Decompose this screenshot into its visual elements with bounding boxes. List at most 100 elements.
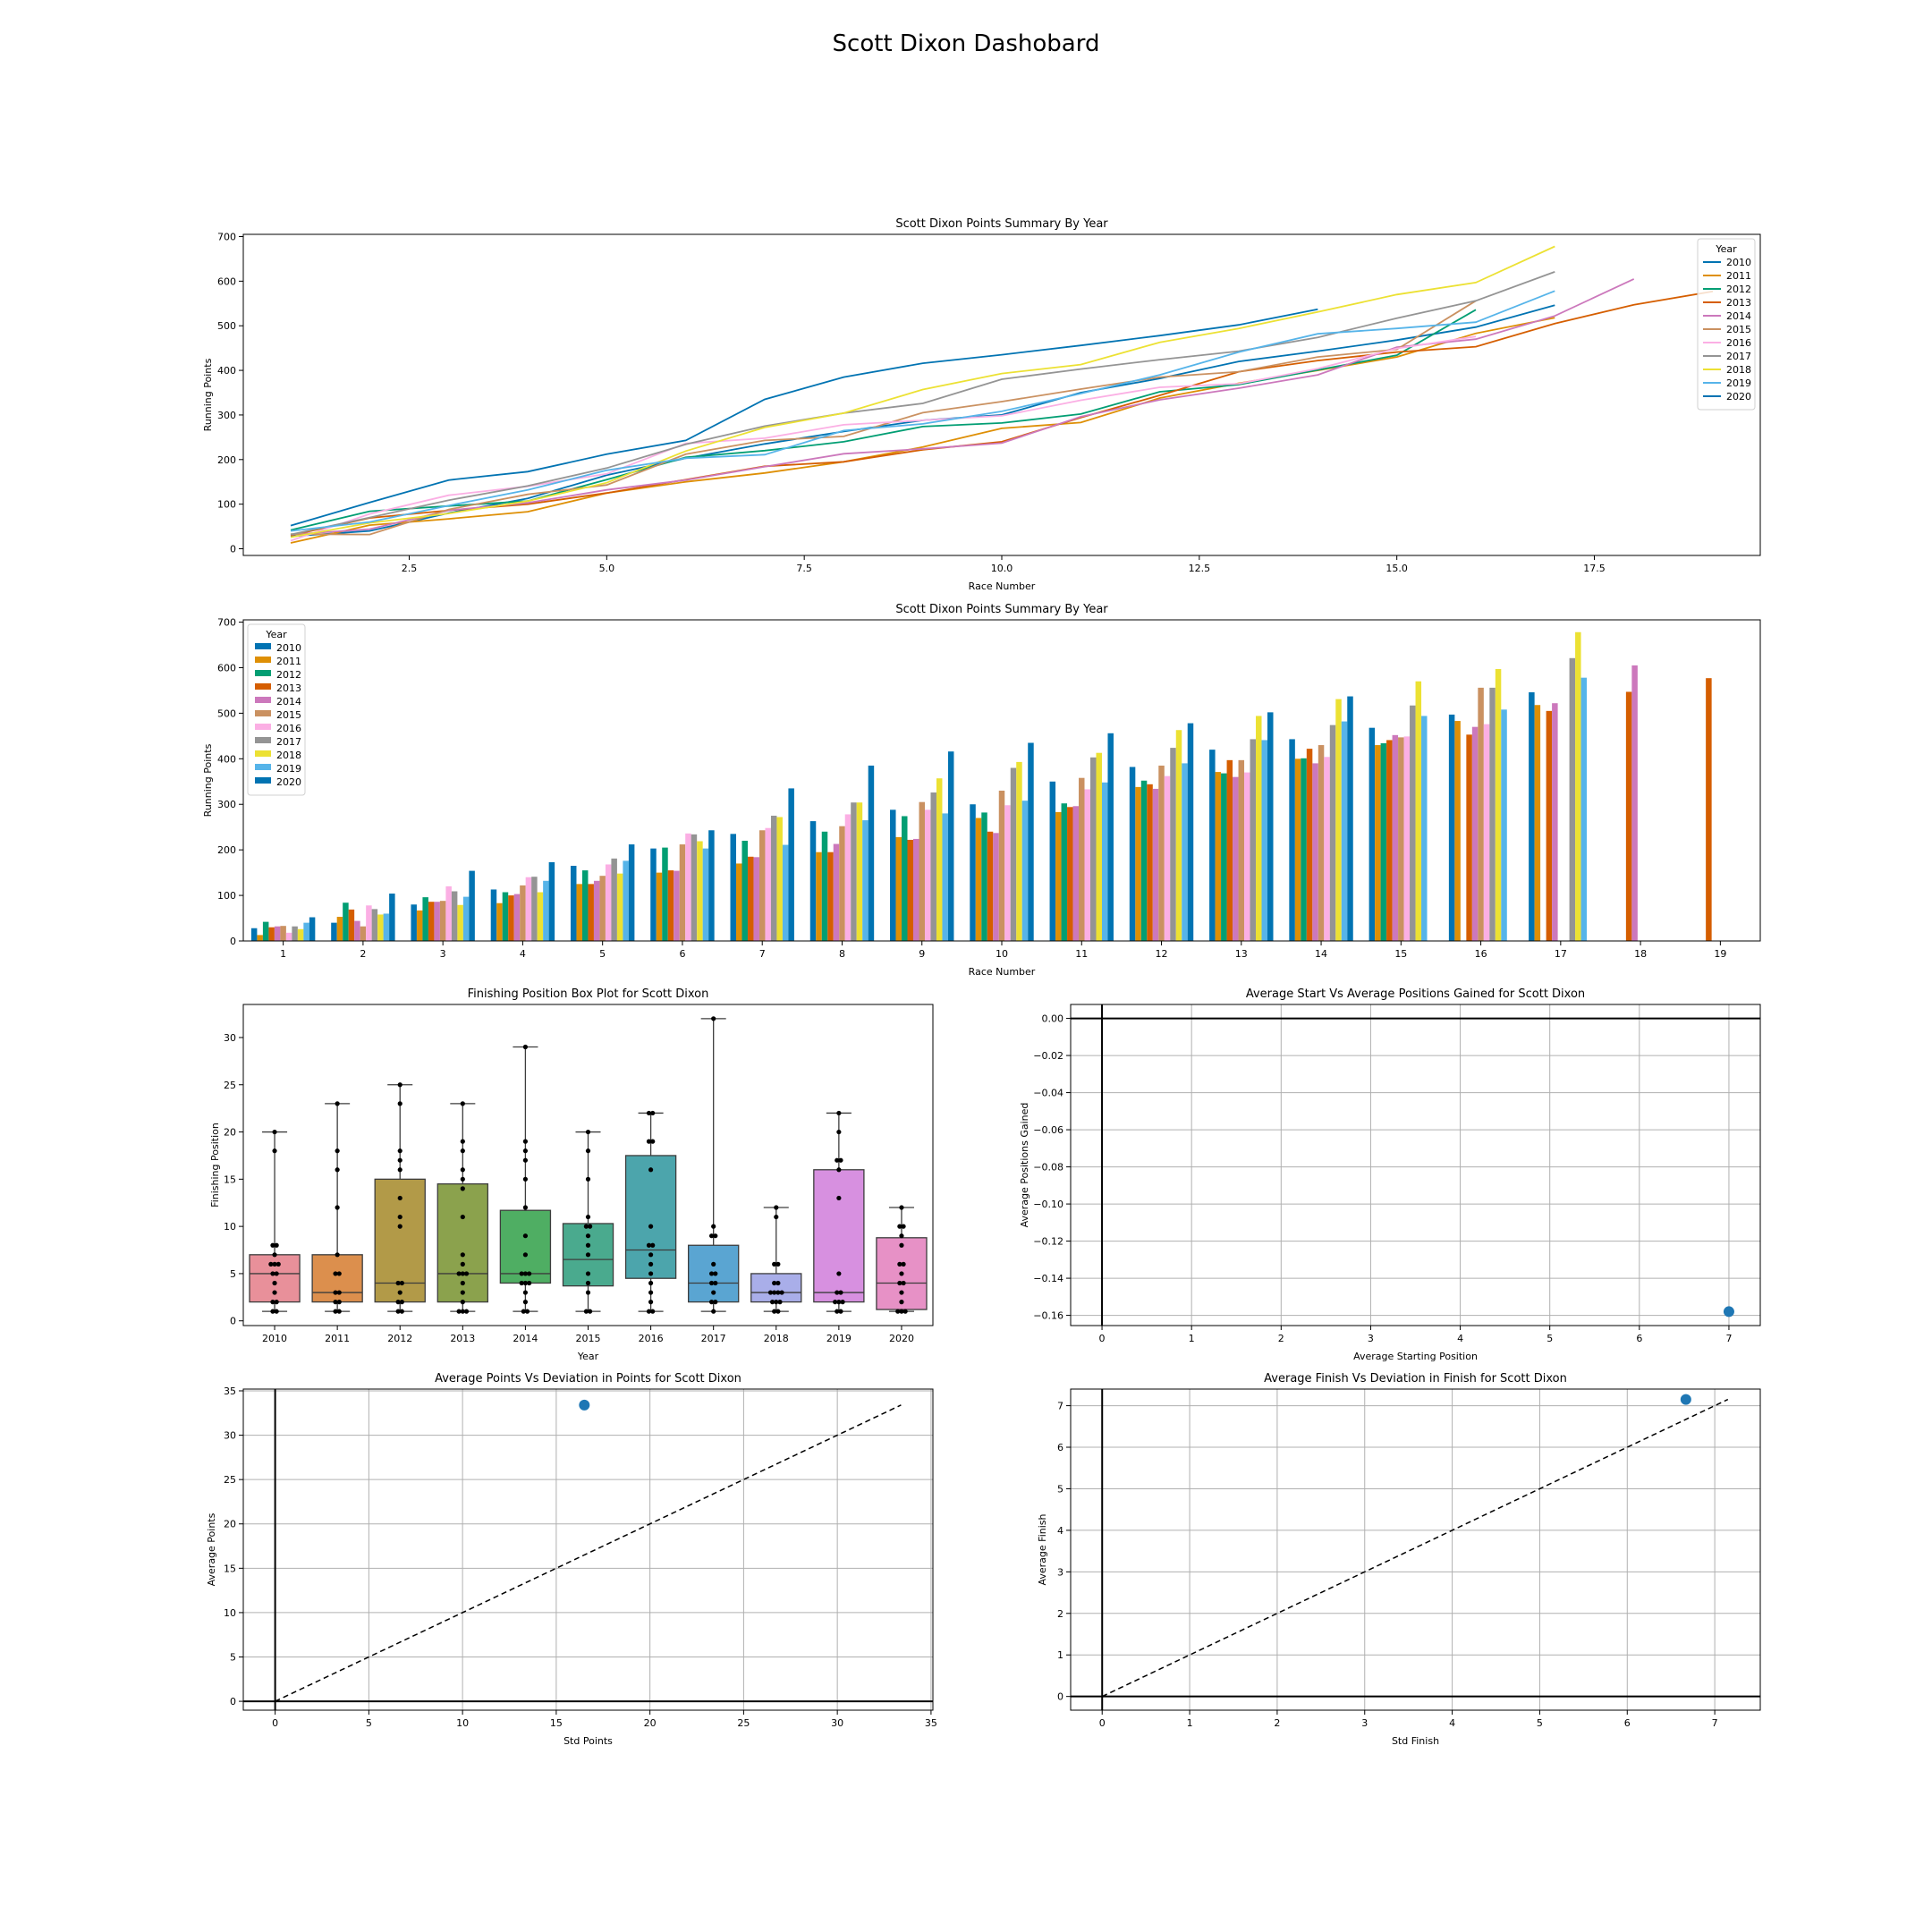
legend-label: 2011 [1726, 270, 1751, 282]
swarm-point [399, 1280, 404, 1286]
x-tick-label: 30 [831, 1717, 843, 1729]
y-tick-label: 600 [217, 275, 236, 287]
bar-2013-1 [268, 927, 275, 941]
y-tick-label: 100 [217, 890, 236, 902]
legend-swatch [255, 657, 271, 663]
swarm-point [272, 1252, 277, 1258]
swarm-point [583, 1224, 589, 1229]
swarm-point [336, 1290, 342, 1295]
swarm-point [648, 1224, 654, 1229]
bar-2010-17 [1529, 691, 1535, 941]
bar-2017-15 [1410, 705, 1416, 941]
x-tick-label: 2010 [262, 1333, 287, 1344]
x-tick-label: 3 [1368, 1333, 1374, 1344]
bar-2018-9 [936, 778, 943, 941]
bar-2017-8 [851, 802, 857, 941]
swarm-point [836, 1195, 842, 1201]
legend-label: 2013 [1726, 297, 1751, 309]
swarm-point [399, 1300, 404, 1305]
x-tick-label: 2019 [826, 1333, 852, 1344]
y-tick-label: 15 [224, 1563, 236, 1574]
swarm-point [333, 1309, 338, 1314]
legend-swatch [255, 750, 271, 757]
x-tick-label: 0 [1099, 1333, 1106, 1344]
dashboard-title: Scott Dixon Dashobard [832, 30, 1100, 57]
series-line-2016 [290, 335, 1477, 542]
y-tick-label: 200 [217, 454, 236, 466]
bar-2011-15 [1375, 745, 1381, 941]
legend-label: 2010 [276, 642, 301, 654]
swarm-point [460, 1300, 465, 1305]
bar-2013-13 [1226, 759, 1233, 941]
bar-2014-6 [674, 870, 680, 941]
swarm-point [397, 1148, 402, 1154]
bar-2018-8 [856, 802, 863, 941]
bar-2015-16 [1478, 687, 1484, 941]
plot-frame [1070, 1004, 1761, 1326]
series-line-2012 [290, 309, 1477, 531]
y-tick-label: 15 [224, 1174, 236, 1185]
bar-2018-15 [1415, 681, 1422, 941]
bar-2018-17 [1575, 631, 1581, 941]
y-tick-label: −0.06 [1033, 1124, 1063, 1136]
swarm-point [335, 1167, 340, 1173]
swarm-point [775, 1309, 781, 1314]
bar-2019-2 [383, 913, 390, 941]
swarm-point [585, 1280, 591, 1286]
bar-2013-7 [747, 856, 754, 941]
swarm-point [901, 1280, 906, 1286]
bar-2019-8 [862, 820, 869, 941]
swarm-point [397, 1167, 402, 1173]
swarm-point [274, 1242, 279, 1248]
legend-label: 2020 [276, 776, 301, 788]
bar-2012-2 [343, 902, 349, 941]
bar-2019-10 [1021, 801, 1029, 941]
x-tick-label: 1 [280, 948, 286, 960]
legend-label: 2012 [1726, 284, 1751, 295]
swarm-point [648, 1280, 654, 1286]
bar-2012-6 [662, 847, 668, 941]
bar-2018-1 [297, 928, 304, 941]
swarm-point [835, 1157, 840, 1163]
bar-2017-4 [531, 877, 538, 941]
swarm-point [399, 1309, 404, 1314]
swarm-point [713, 1300, 718, 1305]
x-tick-label: 5 [366, 1717, 372, 1729]
x-tick-label: 2011 [325, 1333, 350, 1344]
bar-2012-11 [1061, 803, 1068, 941]
bar-2019-12 [1182, 763, 1188, 941]
bar-2015-2 [360, 926, 367, 941]
y-tick-label: 30 [224, 1032, 236, 1044]
y-tick-label: 6 [1057, 1442, 1063, 1453]
swarm-point [838, 1309, 843, 1314]
x-tick-label: 4 [1449, 1717, 1455, 1729]
bar-2010-4 [490, 889, 497, 941]
x-tick-label: 2015 [576, 1333, 601, 1344]
legend-title: Year [265, 629, 287, 640]
bar-2015-14 [1318, 745, 1325, 941]
bar-2017-13 [1250, 739, 1257, 941]
swarm-point [460, 1271, 465, 1276]
y-tick-label: 0 [230, 936, 236, 947]
swarm-point [775, 1280, 781, 1286]
swarm-point [713, 1280, 718, 1286]
bar-2010-1 [250, 928, 258, 941]
swarm-point [897, 1280, 902, 1286]
scatter-point [579, 1399, 590, 1411]
x-tick-label: 5 [1546, 1333, 1553, 1344]
y-tick-label: 300 [217, 410, 236, 421]
legend: Year201020112012201320142015201620172018… [247, 623, 306, 796]
bar-2014-12 [1152, 788, 1159, 941]
bar-2016-9 [924, 809, 931, 941]
swarm-point [583, 1309, 589, 1314]
bar-2013-16 [1466, 734, 1472, 941]
swarm-point [460, 1167, 465, 1173]
bar-2012-1 [262, 921, 269, 941]
bar-2016-7 [765, 827, 771, 941]
bar-2016-2 [366, 905, 372, 941]
bar-2015-4 [520, 885, 526, 941]
swarm-point [336, 1309, 342, 1314]
y-axis-label: Average Finish [1037, 1513, 1048, 1585]
bar-2020-8 [868, 765, 875, 941]
